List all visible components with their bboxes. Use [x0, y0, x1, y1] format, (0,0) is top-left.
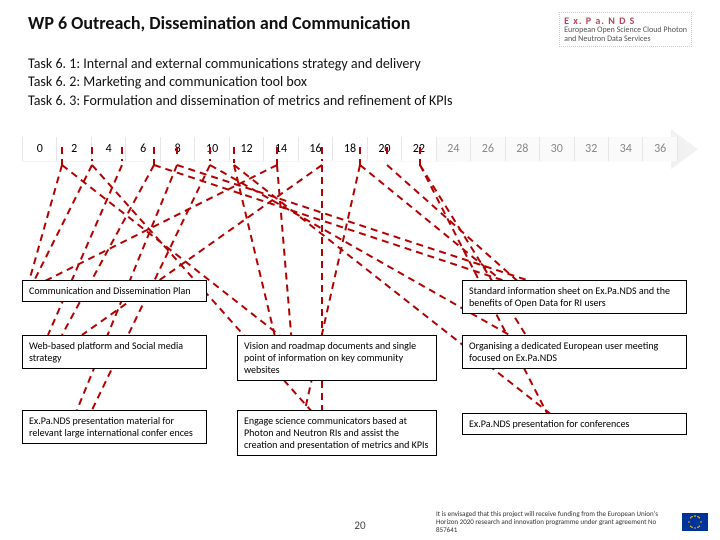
- timeline-tick: 34: [609, 137, 643, 161]
- activity-box-user-meeting: Organising a dedicated European user mee…: [462, 335, 687, 369]
- timeline-tick: 6: [126, 137, 160, 161]
- timeline-tick: 0: [22, 137, 57, 161]
- activity-box-pres-material: Ex.Pa.NDS presentation material for rele…: [22, 410, 207, 444]
- activity-box-info-sheet: Standard information sheet on Ex.Pa.NDS …: [462, 280, 687, 314]
- task-item: Task 6. 3: Formulation and dissemination…: [28, 92, 692, 111]
- activity-box-engage-sci: Engage science communicators based at Ph…: [237, 410, 437, 456]
- timeline-tick: 14: [264, 137, 298, 161]
- activity-box-vision-roadmap: Vision and roadmap documents and single …: [237, 335, 437, 381]
- task-item: Task 6. 2: Marketing and communication t…: [28, 73, 692, 92]
- logo-tag2: and Neutron Data Services: [564, 35, 687, 44]
- eu-flag-icon: [682, 513, 708, 531]
- timeline-tick: 18: [333, 137, 367, 161]
- task-list: Task 6. 1: Internal and external communi…: [0, 47, 720, 112]
- timeline-tick: 8: [161, 137, 195, 161]
- timeline-tick: 24: [437, 137, 471, 161]
- page-title: WP 6 Outreach, Dissemination and Communi…: [28, 12, 410, 34]
- footer: It is envisaged that this project will r…: [436, 510, 708, 534]
- activity-box-comm-plan: Communication and Dissemination Plan: [22, 280, 207, 302]
- activity-box-web-platform: Web-based platform and Social media stra…: [22, 335, 207, 369]
- timeline-tick: 36: [643, 137, 677, 161]
- timeline-tick: 16: [299, 137, 333, 161]
- timeline-tick: 10: [195, 137, 229, 161]
- timeline-tick: 30: [540, 137, 574, 161]
- timeline-ticks: 024681012141618202224262830323436: [22, 137, 678, 161]
- timeline-tick: 26: [471, 137, 505, 161]
- timeline-tick: 28: [506, 137, 540, 161]
- funding-text: It is envisaged that this project will r…: [436, 510, 676, 534]
- activity-box-pres-conf: Ex.Pa.NDS presentation for conferences: [462, 413, 687, 435]
- project-logo: E x. P a. N D S European Open Science Cl…: [559, 12, 692, 47]
- timeline-tick: 32: [575, 137, 609, 161]
- task-item: Task 6. 1: Internal and external communi…: [28, 55, 692, 74]
- page-number: 20: [354, 519, 365, 532]
- timeline-tick: 20: [368, 137, 402, 161]
- diagram-area: Communication and Dissemination Plan Stan…: [22, 165, 698, 495]
